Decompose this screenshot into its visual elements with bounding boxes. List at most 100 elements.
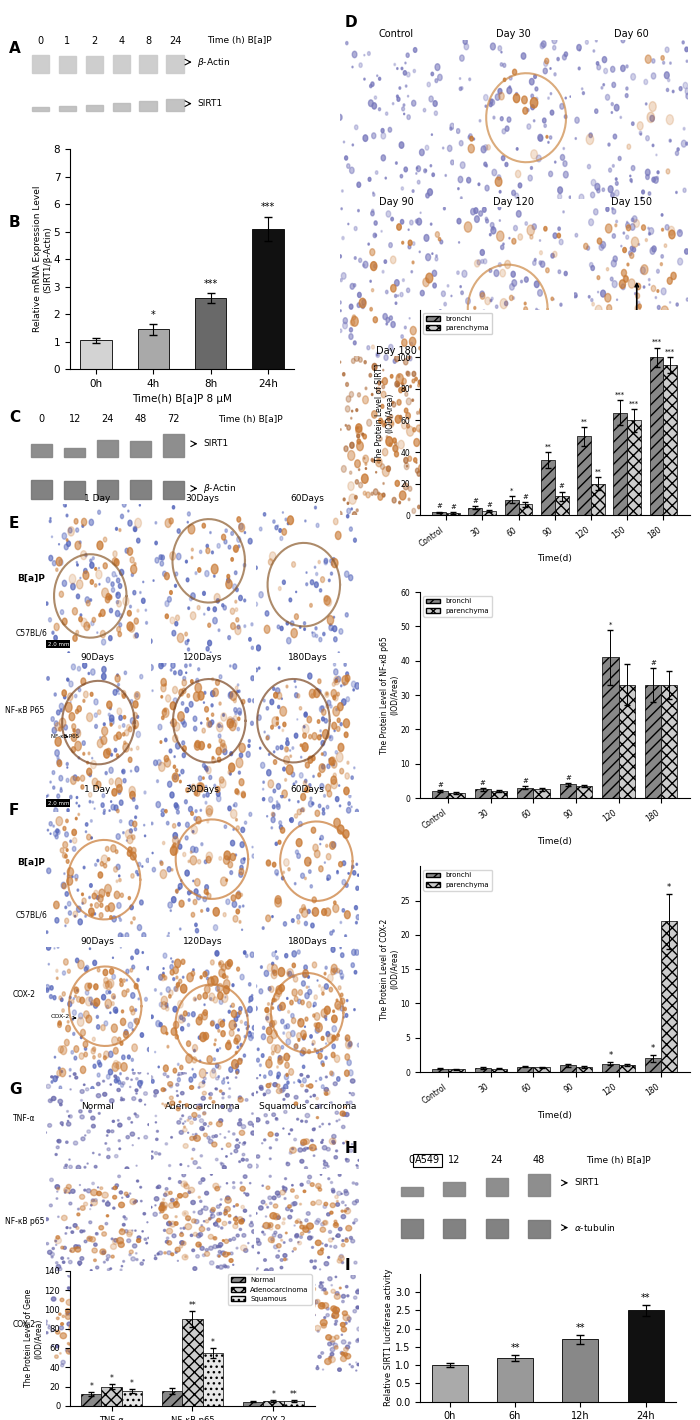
Circle shape [345,772,349,780]
Circle shape [181,1233,183,1234]
Circle shape [256,1312,260,1315]
Circle shape [206,907,209,912]
Circle shape [179,929,181,930]
Circle shape [197,1105,200,1108]
Circle shape [64,724,67,730]
Circle shape [281,876,284,880]
Circle shape [316,1116,319,1119]
Circle shape [283,1218,286,1220]
Circle shape [218,993,223,1000]
Circle shape [645,175,650,179]
Circle shape [97,1349,99,1350]
Circle shape [498,263,501,267]
Circle shape [156,1130,158,1132]
Circle shape [115,1349,119,1352]
Circle shape [419,251,420,253]
Circle shape [412,101,416,106]
Circle shape [342,909,344,912]
Circle shape [480,291,484,297]
Circle shape [234,802,237,807]
Circle shape [68,693,73,700]
Circle shape [534,258,536,261]
Circle shape [122,694,125,699]
Circle shape [524,302,526,305]
Circle shape [178,1312,183,1316]
Circle shape [186,822,189,828]
Circle shape [276,1336,280,1339]
Circle shape [104,750,110,758]
Circle shape [515,327,518,331]
Circle shape [46,602,48,605]
Circle shape [216,1088,218,1091]
Circle shape [175,805,179,809]
Circle shape [60,719,66,727]
Circle shape [233,545,238,552]
Circle shape [106,1366,108,1367]
Circle shape [373,488,378,496]
Circle shape [192,1250,195,1251]
Circle shape [304,858,311,866]
Circle shape [538,135,543,141]
Circle shape [331,947,335,953]
Circle shape [227,1288,232,1294]
Circle shape [235,608,238,612]
Circle shape [332,1035,335,1039]
Circle shape [74,1056,77,1059]
Circle shape [311,923,314,927]
Text: *: * [90,1382,93,1392]
Circle shape [146,622,148,625]
Circle shape [301,1331,304,1333]
Circle shape [149,1366,152,1369]
Circle shape [342,1301,344,1302]
Circle shape [538,135,542,141]
Circle shape [164,1193,167,1197]
Circle shape [332,1312,339,1318]
Bar [81,1394,102,1406]
Circle shape [358,210,359,212]
Circle shape [363,435,366,439]
Circle shape [46,1218,48,1221]
Circle shape [64,832,69,836]
Circle shape [298,990,302,995]
Circle shape [132,1028,134,1031]
Circle shape [214,924,218,930]
Circle shape [102,855,108,863]
Circle shape [78,1329,83,1335]
Circle shape [239,1007,242,1011]
Text: B[a]P: B[a]P [18,574,46,584]
Circle shape [48,1123,52,1127]
Circle shape [295,1234,298,1238]
Circle shape [202,1254,205,1257]
Circle shape [303,1225,307,1230]
Circle shape [438,237,441,241]
Circle shape [220,1198,222,1200]
Circle shape [318,1189,322,1191]
Circle shape [66,763,69,765]
Circle shape [349,494,356,504]
Circle shape [139,1099,141,1102]
Circle shape [266,1186,270,1190]
Circle shape [182,1173,186,1177]
Bar [519,504,532,515]
Circle shape [630,253,634,258]
Circle shape [612,82,615,88]
Circle shape [251,1113,253,1115]
Circle shape [160,974,165,981]
Circle shape [81,518,87,525]
Circle shape [106,1201,110,1206]
Circle shape [272,1045,276,1052]
Circle shape [105,906,109,912]
Circle shape [91,669,95,674]
Circle shape [486,338,489,341]
Circle shape [344,1071,349,1076]
Circle shape [94,1309,97,1311]
Circle shape [236,826,239,831]
Circle shape [433,379,436,385]
Circle shape [255,984,257,987]
Circle shape [346,382,349,386]
Circle shape [64,544,68,550]
Circle shape [172,686,178,693]
Circle shape [477,341,480,345]
Circle shape [264,625,270,633]
Circle shape [94,890,98,896]
